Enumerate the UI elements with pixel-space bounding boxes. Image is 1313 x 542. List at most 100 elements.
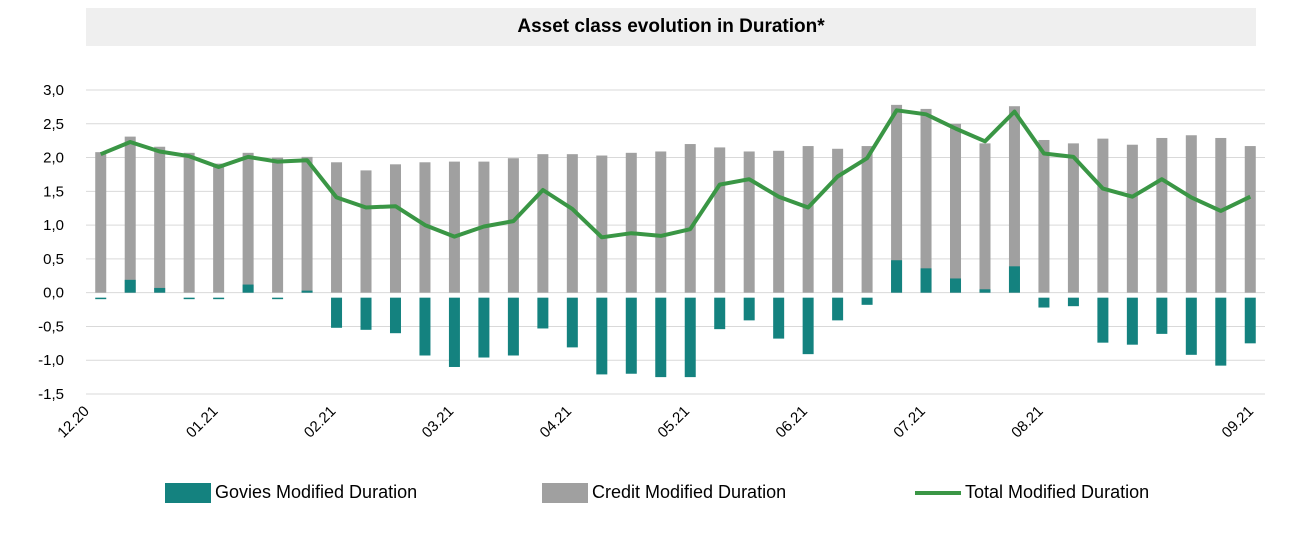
y-tick-label: 2,5	[43, 116, 64, 133]
total-line	[99, 108, 1252, 240]
x-tick-label: 09.21	[1219, 403, 1258, 442]
x-tick-label: 01.21	[183, 403, 222, 442]
credit-bar	[389, 164, 401, 293]
credit-bar	[773, 150, 785, 293]
credit-bar	[301, 156, 313, 293]
y-tick-label: -1,0	[38, 352, 64, 369]
govies-bar	[861, 297, 873, 305]
legend-label-total: Total Modified Duration	[965, 482, 1150, 502]
govies-bar	[832, 297, 844, 321]
govies-bar	[891, 260, 903, 293]
x-tick-label: 02.21	[301, 403, 340, 442]
govies-bar	[301, 290, 313, 293]
legend: Govies Modified Duration Credit Modified…	[0, 482, 1313, 510]
credit-bar	[331, 162, 343, 293]
credit-bar	[154, 146, 166, 293]
govies-bar	[507, 297, 519, 356]
credit-bar	[920, 108, 932, 293]
govies-bar	[714, 297, 726, 330]
credit-bar	[1097, 138, 1109, 293]
govies-bar	[1097, 297, 1109, 343]
chart-plot: 3,0 2,5 2,0 1,5 1,0 0,5 0,0 -0,5 -1,0 -1,5 12.20 0…	[38, 82, 1265, 442]
govies-bar	[272, 297, 284, 300]
govies-bar	[331, 297, 343, 328]
credit-bar	[832, 148, 844, 293]
credit-bar	[655, 151, 667, 293]
bar-series	[95, 104, 1256, 378]
govies-bar	[419, 297, 431, 356]
gridlines	[86, 89, 1265, 395]
credit-bar	[861, 146, 873, 293]
credit-bar	[684, 144, 696, 293]
govies-bar	[1008, 266, 1020, 293]
credit-bar	[448, 161, 460, 293]
credit-bar	[1185, 135, 1197, 293]
credit-bar	[1067, 143, 1079, 293]
legend-label-govies: Govies Modified Duration	[215, 482, 418, 502]
govies-bar	[1067, 297, 1079, 307]
govies-bar	[95, 297, 107, 300]
y-tick-label: 0,5	[43, 251, 64, 268]
credit-bar	[95, 152, 107, 293]
legend-swatch-total	[915, 490, 961, 495]
credit-bar	[242, 152, 254, 293]
y-tick-label: 3,0	[43, 82, 64, 99]
legend-item-total: Total Modified Duration	[915, 482, 1149, 503]
y-tick-label: 2,0	[43, 150, 64, 167]
legend-item-credit: Credit Modified Duration	[542, 482, 786, 503]
govies-bar	[1126, 297, 1138, 345]
govies-bar	[625, 297, 637, 374]
credit-bar	[1126, 144, 1138, 293]
x-tick-label: 05.21	[654, 403, 693, 442]
y-tick-label: 1,5	[43, 183, 64, 200]
credit-bar	[950, 123, 962, 293]
chart-title: Asset class evolution in Duration*	[86, 8, 1256, 46]
credit-bar	[566, 154, 578, 293]
credit-bar	[272, 157, 284, 293]
govies-bar	[1038, 297, 1050, 308]
govies-bar	[213, 297, 225, 300]
legend-swatch-credit	[542, 482, 588, 503]
credit-bar	[507, 158, 519, 293]
govies-bar	[537, 297, 549, 329]
credit-bar	[1008, 106, 1020, 293]
govies-bar	[1244, 297, 1256, 344]
govies-bar	[566, 297, 578, 348]
govies-bar	[389, 297, 401, 334]
govies-bar	[655, 297, 667, 378]
govies-bar	[1156, 297, 1168, 334]
govies-bar	[743, 297, 755, 321]
x-axis-ticks: 12.20 01.21 02.21 03.21 04.21 05.21 06.21 07.21…	[54, 403, 1257, 442]
x-tick-label: 04.21	[537, 403, 576, 442]
govies-bar	[360, 297, 372, 330]
legend-item-govies: Govies Modified Duration	[165, 482, 417, 503]
x-tick-label: 06.21	[772, 403, 811, 442]
govies-bar	[684, 297, 696, 378]
credit-bar	[360, 170, 372, 293]
legend-label-credit: Credit Modified Duration	[592, 482, 787, 502]
govies-bar	[979, 289, 991, 293]
credit-bar	[596, 155, 608, 293]
govies-bar	[448, 297, 460, 367]
y-tick-label: -0,5	[38, 318, 64, 335]
credit-bar	[979, 143, 991, 293]
credit-bar	[1156, 137, 1168, 293]
credit-bar	[625, 152, 637, 293]
govies-bar	[802, 297, 814, 355]
credit-bar	[802, 146, 814, 293]
govies-bar	[920, 268, 932, 293]
govies-bar	[154, 287, 166, 293]
y-tick-label: -1,5	[38, 386, 64, 403]
line-series	[99, 108, 1252, 240]
govies-bar	[183, 297, 195, 300]
credit-bar	[743, 151, 755, 293]
y-tick-label: 1,0	[43, 217, 64, 234]
govies-bar	[1215, 297, 1227, 366]
govies-bar	[1185, 297, 1197, 355]
credit-bar	[124, 136, 136, 293]
credit-bar	[183, 152, 195, 293]
x-tick-label: 03.21	[419, 403, 458, 442]
legend-swatch-govies	[165, 482, 211, 503]
x-tick-label: 08.21	[1008, 403, 1047, 442]
credit-bar	[1215, 137, 1227, 293]
